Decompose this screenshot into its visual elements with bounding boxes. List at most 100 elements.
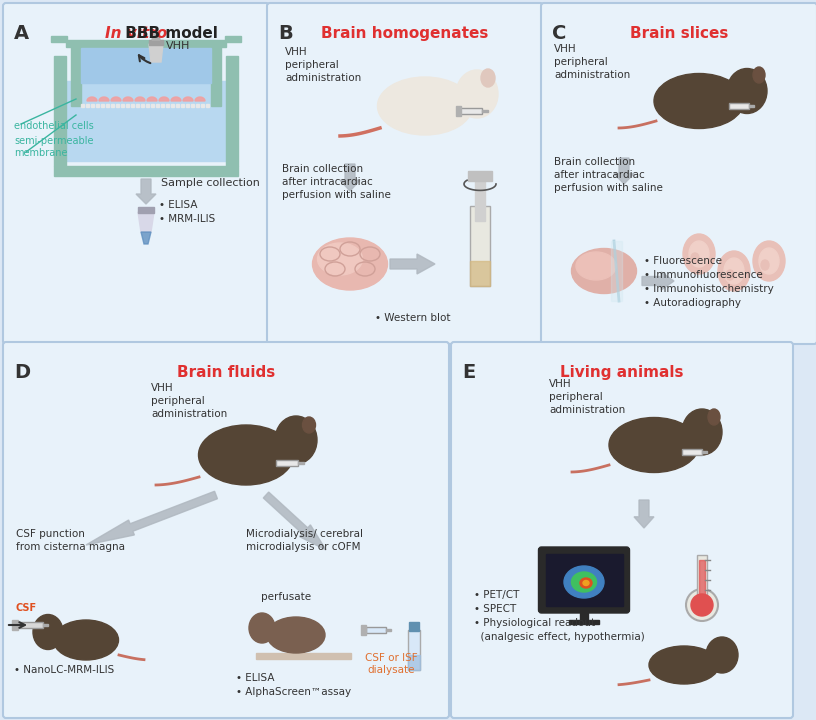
Bar xyxy=(51,36,67,42)
Polygon shape xyxy=(171,97,181,101)
Text: • PET/CT
• SPECT
• Physiological readout
  (analgesic effect, hypothermia): • PET/CT • SPECT • Physiological readout… xyxy=(474,590,645,642)
Ellipse shape xyxy=(718,251,750,291)
Ellipse shape xyxy=(313,238,388,290)
Bar xyxy=(699,560,705,602)
Polygon shape xyxy=(611,241,622,301)
Bar xyxy=(256,653,351,659)
Ellipse shape xyxy=(609,418,699,472)
Circle shape xyxy=(691,594,713,616)
Ellipse shape xyxy=(761,260,769,270)
Ellipse shape xyxy=(317,243,362,275)
Polygon shape xyxy=(86,491,217,545)
Text: B: B xyxy=(278,24,293,43)
Bar xyxy=(697,555,707,607)
Text: VHH
peripheral
administration: VHH peripheral administration xyxy=(554,44,630,80)
Text: VHH
peripheral
administration: VHH peripheral administration xyxy=(285,47,361,83)
Polygon shape xyxy=(152,34,160,40)
Ellipse shape xyxy=(683,234,715,274)
Polygon shape xyxy=(340,164,360,191)
Ellipse shape xyxy=(583,580,589,585)
Polygon shape xyxy=(99,97,109,101)
Text: In vitro: In vitro xyxy=(105,26,167,41)
Bar xyxy=(141,104,144,107)
Text: Brain slices: Brain slices xyxy=(630,26,728,41)
Polygon shape xyxy=(195,97,205,101)
Bar xyxy=(71,46,81,106)
Bar xyxy=(149,40,163,45)
Ellipse shape xyxy=(198,425,294,485)
Bar xyxy=(546,554,623,606)
Bar xyxy=(181,104,184,107)
Ellipse shape xyxy=(689,241,709,267)
Bar xyxy=(361,625,366,635)
Polygon shape xyxy=(87,97,97,101)
Bar xyxy=(166,104,169,107)
Bar xyxy=(96,104,99,107)
Ellipse shape xyxy=(275,416,317,464)
Text: D: D xyxy=(14,363,30,382)
Bar xyxy=(176,104,179,107)
Polygon shape xyxy=(149,44,163,62)
Ellipse shape xyxy=(706,637,738,673)
Polygon shape xyxy=(138,212,154,232)
Bar xyxy=(54,56,66,166)
Text: endothelial cells: endothelial cells xyxy=(14,121,94,131)
Bar xyxy=(682,449,702,455)
Bar xyxy=(408,630,420,670)
Polygon shape xyxy=(390,254,435,274)
Bar xyxy=(55,81,237,161)
Ellipse shape xyxy=(571,572,596,592)
Bar xyxy=(43,624,48,626)
Ellipse shape xyxy=(654,73,744,128)
Text: Microdialysis/ cerebral
microdialysis or cOFM: Microdialysis/ cerebral microdialysis or… xyxy=(246,528,363,552)
Bar xyxy=(749,105,754,107)
Text: perfusate: perfusate xyxy=(261,592,311,602)
Ellipse shape xyxy=(378,77,472,135)
Text: E: E xyxy=(462,363,475,382)
Bar xyxy=(196,104,199,107)
Text: semi-permeable
membrane: semi-permeable membrane xyxy=(14,135,94,158)
Text: • Western blot: • Western blot xyxy=(375,313,450,323)
Ellipse shape xyxy=(303,417,316,433)
Circle shape xyxy=(686,589,718,621)
Text: VHH
peripheral
administration: VHH peripheral administration xyxy=(549,379,625,415)
Bar xyxy=(729,103,749,109)
Text: Sample collection: Sample collection xyxy=(161,178,259,188)
Text: • ELISA
• AlphaScreen™assay: • ELISA • AlphaScreen™assay xyxy=(236,673,351,697)
Bar xyxy=(101,104,104,107)
Text: Brain fluids: Brain fluids xyxy=(177,365,275,380)
Bar xyxy=(456,106,461,116)
Bar xyxy=(121,104,124,107)
Bar xyxy=(276,460,298,466)
Text: C: C xyxy=(552,24,566,43)
Ellipse shape xyxy=(456,70,498,118)
Bar xyxy=(702,451,707,453)
Ellipse shape xyxy=(682,409,722,455)
Bar xyxy=(580,610,588,620)
Bar xyxy=(156,104,159,107)
Text: VHH: VHH xyxy=(166,41,190,51)
Bar xyxy=(186,104,189,107)
Bar xyxy=(475,176,485,221)
Text: Brain collection
after intracardiac
perfusion with saline: Brain collection after intracardiac perf… xyxy=(282,163,391,200)
FancyBboxPatch shape xyxy=(451,342,793,718)
Bar xyxy=(12,620,18,630)
Ellipse shape xyxy=(481,69,495,87)
Bar xyxy=(191,104,194,107)
Text: • NanoLC-MRM-ILIS: • NanoLC-MRM-ILIS xyxy=(14,665,114,675)
Bar xyxy=(386,629,391,631)
Polygon shape xyxy=(136,179,156,204)
FancyBboxPatch shape xyxy=(3,342,449,718)
Ellipse shape xyxy=(649,646,719,684)
Ellipse shape xyxy=(249,613,275,643)
Bar xyxy=(460,108,482,114)
Text: • Fluorescence
• Immunofluorescence
• Immunohistochemistry
• Autoradiography: • Fluorescence • Immunofluorescence • Im… xyxy=(644,256,774,308)
FancyBboxPatch shape xyxy=(3,3,269,344)
Text: CSF or ISF
dialysate: CSF or ISF dialysate xyxy=(365,652,417,675)
Polygon shape xyxy=(642,272,674,290)
Ellipse shape xyxy=(691,253,699,263)
Bar xyxy=(569,620,599,624)
Ellipse shape xyxy=(753,241,785,281)
Ellipse shape xyxy=(576,252,616,280)
Bar xyxy=(81,104,84,107)
